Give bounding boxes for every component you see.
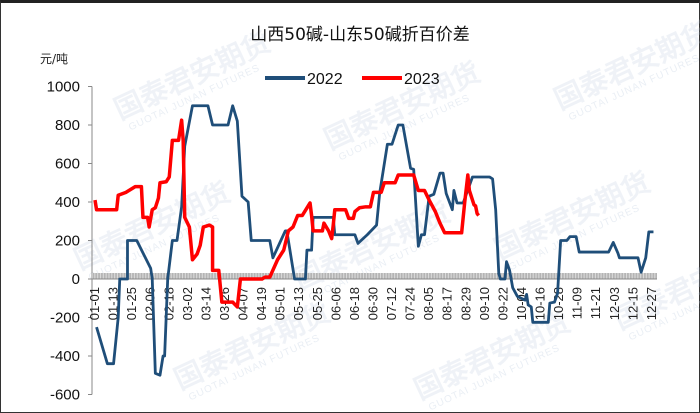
x-tick-label: 06-30 xyxy=(365,287,380,320)
x-tick-label: 11-21 xyxy=(588,287,603,319)
x-tick-label: 08-05 xyxy=(421,287,436,320)
y-tick-label: 1000 xyxy=(47,79,80,96)
x-tick-label: 12-03 xyxy=(607,287,622,320)
x-tick-label: 03-14 xyxy=(198,287,213,320)
x-tick-label: 10-16 xyxy=(533,287,548,320)
y-tick-label: 600 xyxy=(55,156,80,173)
y-tick-label: 400 xyxy=(55,194,80,211)
x-tick-label: 06-06 xyxy=(328,287,343,320)
x-tick-label: 12-27 xyxy=(644,287,659,320)
x-tick-label: 08-29 xyxy=(458,287,473,320)
series-line-2022 xyxy=(95,104,654,377)
series-line-2023 xyxy=(93,118,481,309)
x-tick-label: 01-25 xyxy=(124,287,139,320)
x-tick-label: 07-24 xyxy=(403,287,418,320)
x-tick-label: 09-22 xyxy=(495,287,510,320)
legend-label-2022: 2022 xyxy=(307,71,343,88)
legend: 2022 2023 xyxy=(265,71,440,88)
y-tick-label: -200 xyxy=(50,310,80,327)
x-tick-label: 08-17 xyxy=(440,287,455,320)
series-layer xyxy=(93,104,654,377)
y-tick-label: 200 xyxy=(55,233,80,250)
legend-label-2023: 2023 xyxy=(404,71,440,88)
x-tick-label: 10-28 xyxy=(551,287,566,320)
x-tick-label: 05-13 xyxy=(291,287,306,320)
x-tick-label: 02-18 xyxy=(161,287,176,320)
x-tick-label: 12-15 xyxy=(625,287,640,320)
y-tick-label: -600 xyxy=(50,387,80,404)
x-tick-label: 04-19 xyxy=(254,287,269,320)
x-tick-label: 07-12 xyxy=(384,287,399,320)
x-tick-label: 11-09 xyxy=(570,287,585,319)
x-axis-band xyxy=(92,273,657,279)
y-tick-label: 0 xyxy=(72,271,80,288)
x-tick-label: 03-02 xyxy=(180,287,195,320)
x-tick-label: 06-18 xyxy=(347,287,362,320)
x-tick-label: 01-13 xyxy=(106,287,121,320)
chart-title: 山西50碱-山东50碱折百价差 xyxy=(250,25,469,45)
x-tick-label: 09-10 xyxy=(477,287,492,320)
x-tick-label: 05-25 xyxy=(310,287,325,320)
x-tick-label: 05-01 xyxy=(273,287,288,320)
y-axis-unit: 元/吨 xyxy=(40,52,68,66)
y-tick-label: 800 xyxy=(55,117,80,134)
x-tick-label: 02-06 xyxy=(143,287,158,320)
x-tick-label: 01-01 xyxy=(87,287,102,320)
y-tick-label: -400 xyxy=(50,348,80,365)
